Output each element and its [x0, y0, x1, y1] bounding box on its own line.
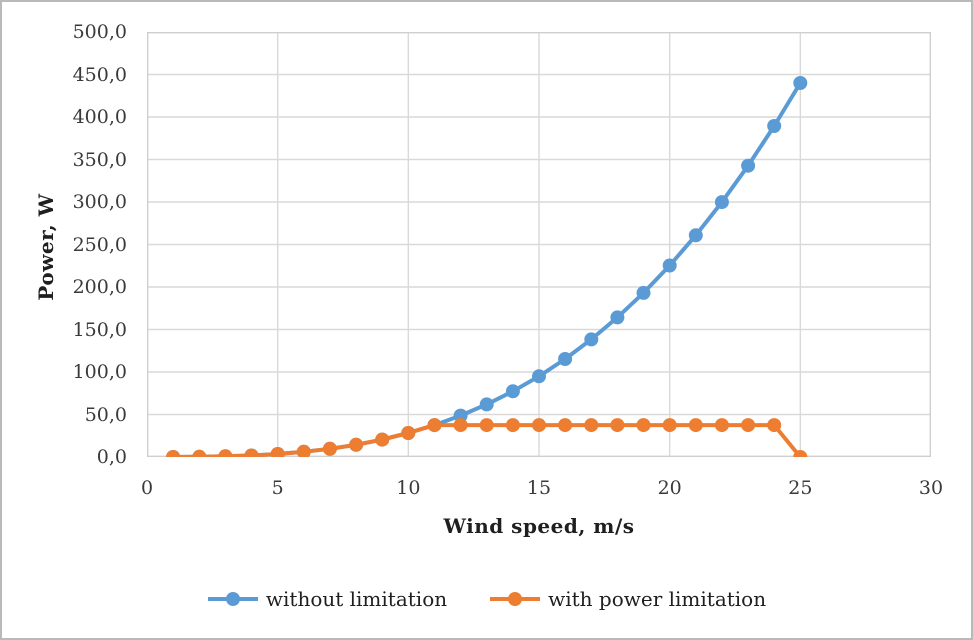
- plot-border: [147, 32, 931, 457]
- series-marker-with-power-limitation: [453, 418, 468, 433]
- series-marker-with-power-limitation: [505, 418, 520, 433]
- legend-sample-line-marker-icon: [207, 592, 258, 606]
- series-marker-with-power-limitation: [532, 418, 546, 433]
- series-marker-with-power-limitation: [636, 418, 651, 433]
- y-axis-tick-label: 200,0: [72, 276, 127, 298]
- series-marker-with-power-limitation: [610, 418, 625, 433]
- y-axis-tick-label: 0,0: [96, 446, 127, 468]
- series-marker-with-power-limitation: [793, 450, 808, 457]
- legend: without limitation with power limitation: [2, 587, 971, 611]
- x-axis-tick-label: 15: [526, 477, 552, 499]
- series-marker-without-limitation: [636, 285, 651, 300]
- y-axis-tick-label: 150,0: [72, 318, 127, 341]
- x-axis-tick-label: 5: [271, 477, 284, 499]
- series-marker-with-power-limitation: [558, 418, 573, 433]
- series-marker-with-power-limitation: [322, 441, 337, 456]
- series-marker-with-power-limitation: [427, 418, 442, 433]
- series-marker-without-limitation: [505, 384, 520, 399]
- legend-label: without limitation: [265, 587, 448, 611]
- series-marker-with-power-limitation: [218, 449, 233, 457]
- series-marker-with-power-limitation: [296, 444, 311, 457]
- series-marker-without-limitation: [584, 332, 599, 347]
- series-marker-without-limitation: [558, 352, 573, 366]
- y-axis-tick-label: 50,0: [84, 403, 127, 426]
- plot-canvas: [147, 32, 931, 457]
- series-marker-with-power-limitation: [479, 418, 494, 433]
- plot-area: [147, 32, 931, 457]
- legend-item-without-limitation: without limitation: [207, 587, 447, 611]
- series-marker-with-power-limitation: [270, 447, 285, 457]
- y-axis-tick-label: 400,0: [72, 106, 127, 128]
- series-marker-without-limitation: [662, 258, 677, 273]
- series-marker-with-power-limitation: [741, 418, 756, 433]
- legend-sample-line-marker-icon: [490, 592, 541, 606]
- series-marker-with-power-limitation: [401, 426, 416, 440]
- x-axis-tick-label: 0: [140, 477, 154, 499]
- series-marker-without-limitation: [714, 195, 729, 210]
- x-axis-tick-label: 10: [396, 477, 421, 499]
- series-marker-with-power-limitation: [375, 432, 390, 447]
- series-marker-with-power-limitation: [584, 418, 599, 433]
- series-marker-with-power-limitation: [192, 449, 207, 457]
- series-marker-with-power-limitation: [688, 418, 703, 433]
- series-marker-with-power-limitation: [714, 418, 729, 433]
- series-marker-with-power-limitation: [166, 450, 181, 457]
- x-axis-tick-label: 25: [788, 477, 813, 499]
- series-marker-with-power-limitation: [244, 448, 259, 457]
- y-axis-tick-label: 100,0: [72, 361, 127, 383]
- y-axis-tick-label: 350,0: [72, 148, 127, 171]
- series-marker-without-limitation: [479, 397, 494, 412]
- series-marker-with-power-limitation: [662, 418, 677, 433]
- legend-label: with power limitation: [548, 587, 767, 611]
- y-axis-tick-label: 250,0: [72, 233, 127, 256]
- series-marker-without-limitation: [688, 228, 703, 243]
- y-axis-tick-label: 450,0: [72, 63, 127, 86]
- series-marker-with-power-limitation: [349, 437, 364, 452]
- x-axis-title: Wind speed, m/s: [443, 514, 635, 538]
- series-marker-without-limitation: [793, 76, 808, 90]
- series-marker-without-limitation: [532, 369, 546, 384]
- legend-item-with-power-limitation: with power limitation: [489, 587, 766, 611]
- x-axis-tick-label: 30: [918, 477, 944, 499]
- series-marker-with-power-limitation: [767, 418, 782, 433]
- series-marker-without-limitation: [610, 310, 625, 325]
- y-axis-tick-label: 500,0: [72, 21, 127, 43]
- y-axis-tick-label: 300,0: [72, 191, 127, 213]
- series-marker-without-limitation: [741, 158, 756, 173]
- x-axis-tick-label: 20: [657, 477, 682, 499]
- series-marker-without-limitation: [767, 119, 782, 133]
